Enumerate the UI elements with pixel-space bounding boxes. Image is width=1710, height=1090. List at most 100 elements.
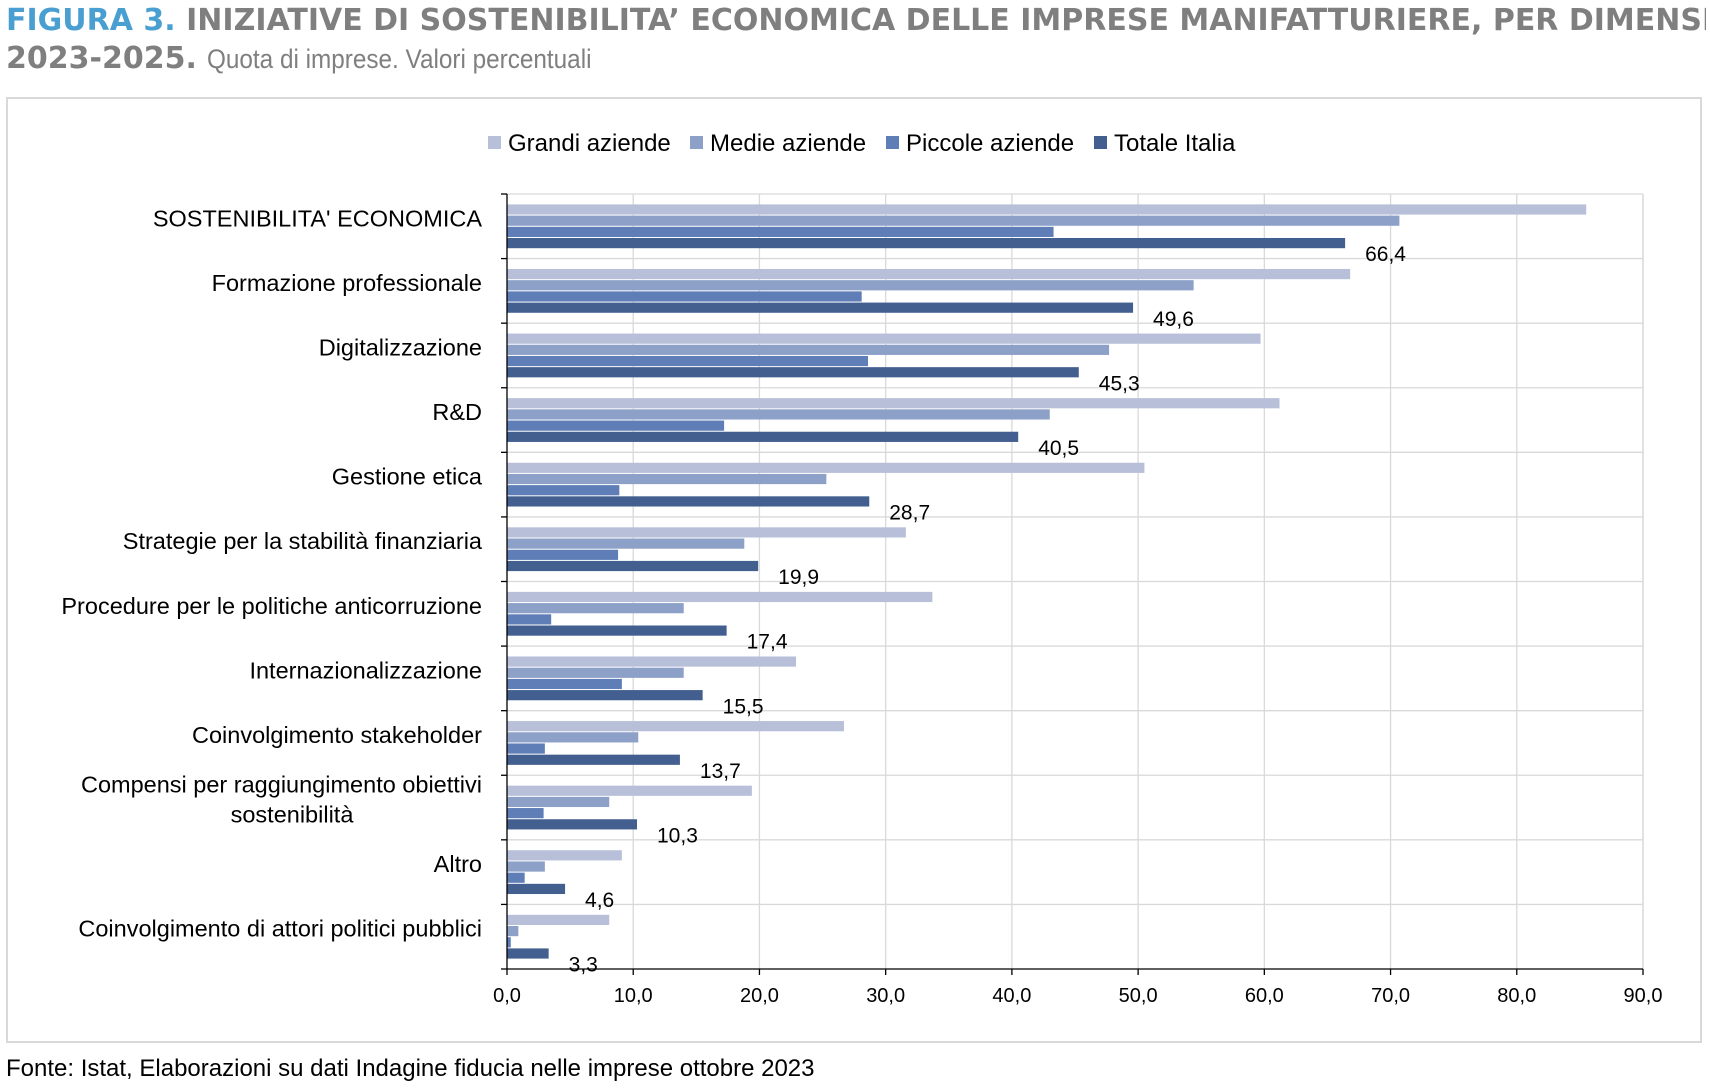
category-labels: SOSTENIBILITA' ECONOMICA Formazione profe… <box>61 205 483 941</box>
title-line-1: INIZIATIVE DI SOSTENIBILITA’ ECONOMICA D… <box>186 3 1706 38</box>
data-label: 40,5 <box>1038 437 1079 460</box>
bar-piccole-aziende <box>507 743 545 754</box>
bar-piccole-aziende <box>507 549 619 560</box>
data-label: 3,3 <box>569 954 598 977</box>
bar-grandi-aziende <box>507 785 752 796</box>
data-label: 49,6 <box>1153 308 1194 331</box>
category-label: Coinvolgimento stakeholder <box>192 722 482 748</box>
x-tick-label: 0,0 <box>493 985 521 1007</box>
data-label: 28,7 <box>889 502 930 525</box>
data-label: 45,3 <box>1099 372 1140 395</box>
legend: Grandi aziende Medie aziende Piccole azien… <box>488 130 1236 157</box>
legend-label: Grandi aziende <box>508 130 671 157</box>
bar-totale-italia <box>507 948 549 959</box>
source-note: Fonte: Istat, Elaborazioni su dati Indag… <box>6 1055 815 1082</box>
category-label: R&D <box>432 399 482 425</box>
bar-totale-italia <box>507 883 566 895</box>
figure-label: FIGURA 3. <box>6 3 176 38</box>
x-tick-label: 60,0 <box>1245 985 1284 1007</box>
legend-swatch <box>886 136 899 149</box>
bar-piccole-aziende <box>507 678 622 690</box>
category-label: Internazionalizzazione <box>249 657 482 683</box>
bar-piccole-aziende <box>507 614 552 625</box>
bar-medie-aziende <box>507 538 745 549</box>
data-label: 17,4 <box>747 631 788 654</box>
bar-grandi-aziende <box>507 721 845 732</box>
bar-piccole-aziende <box>507 808 544 819</box>
bar-medie-aziende <box>507 409 1050 420</box>
bar-piccole-aziende <box>507 420 725 431</box>
data-label: 19,9 <box>778 566 819 589</box>
x-tick-label: 20,0 <box>740 985 779 1007</box>
bar-totale-italia <box>507 496 870 507</box>
bar-grandi-aziende <box>507 591 933 603</box>
bar-grandi-aziende <box>507 333 1261 344</box>
bar-piccole-aziende <box>507 291 862 302</box>
bar-totale-italia <box>507 560 759 572</box>
chart-frame <box>6 97 1702 1043</box>
bar-piccole-aziende <box>507 872 525 883</box>
x-tick-label: 10,0 <box>614 985 653 1007</box>
bar-grandi-aziende <box>507 462 1145 473</box>
legend-swatch <box>488 136 501 149</box>
x-tick-label: 70,0 <box>1371 985 1410 1007</box>
figure-title-line-2: 2023-2025. Quota di imprese. Valori perc… <box>6 40 635 78</box>
bar-totale-italia <box>507 690 703 701</box>
data-label: 15,5 <box>723 695 764 718</box>
bar-piccole-aziende <box>507 485 620 496</box>
x-tick-label: 50,0 <box>1119 985 1158 1007</box>
data-label: 10,3 <box>657 824 698 847</box>
category-label: Gestione etica <box>332 464 483 490</box>
bar-medie-aziende <box>507 861 545 872</box>
bar-medie-aziende <box>507 344 1110 355</box>
category-label: Digitalizzazione <box>319 334 482 360</box>
figure-title: FIGURA 3. INIZIATIVE DI SOSTENIBILITA’ E… <box>6 2 1706 40</box>
category-label: Coinvolgimento di attori politici pubbli… <box>78 916 482 942</box>
bar-medie-aziende <box>507 732 639 743</box>
bar-medie-aziende <box>507 473 827 485</box>
bar-totale-italia <box>507 431 1019 442</box>
legend-swatch <box>690 136 703 149</box>
bar-totale-italia <box>507 754 680 765</box>
bars: 66,4 49,6 45,3 40,5 28,7 19,9 17,4 15,5 13,7 10,3… <box>507 204 1587 977</box>
category-label: Strategie per la stabilità finanziaria <box>123 528 483 554</box>
x-tick-label: 80,0 <box>1497 985 1536 1007</box>
legend-label: Totale Italia <box>1114 130 1236 157</box>
bar-piccole-aziende <box>507 226 1054 237</box>
data-label: 13,7 <box>700 760 741 783</box>
category-label: sostenibilità <box>231 802 355 828</box>
bar-piccole-aziende <box>507 355 868 367</box>
bar-totale-italia <box>507 819 638 830</box>
legend-label: Medie aziende <box>710 130 866 157</box>
bar-grandi-aziende <box>507 204 1587 215</box>
bar-medie-aziende <box>507 667 684 678</box>
bar-grandi-aziende <box>507 398 1280 409</box>
bar-medie-aziende <box>507 796 610 808</box>
bar-grandi-aziende <box>507 914 610 926</box>
x-tick-label: 40,0 <box>992 985 1031 1007</box>
bar-grandi-aziende <box>507 527 906 538</box>
bar-grandi-aziende <box>507 268 1351 280</box>
category-label: Procedure per le politiche anticorruzion… <box>61 593 482 619</box>
category-label: SOSTENIBILITA' ECONOMICA <box>153 205 483 231</box>
bar-grandi-aziende <box>507 850 622 861</box>
bar-totale-italia <box>507 625 727 636</box>
x-tick-label: 90,0 <box>1624 985 1663 1007</box>
x-axis-ticks: 0,0 10,0 20,0 30,0 40,0 50,0 60,0 70,0 80,0 90,0 <box>493 969 1662 1007</box>
bar-medie-aziende <box>507 926 519 937</box>
bar-totale-italia <box>507 302 1134 313</box>
legend-label: Piccole aziende <box>906 130 1074 157</box>
bar-totale-italia <box>507 367 1079 378</box>
legend-swatch <box>1094 136 1107 149</box>
bar-medie-aziende <box>507 215 1400 226</box>
bar-totale-italia <box>507 237 1346 249</box>
category-label: Altro <box>434 851 482 877</box>
bar-piccole-aziende <box>507 937 511 948</box>
category-label: Formazione professionale <box>212 270 482 296</box>
figure-subtitle: Quota di imprese. Valori percentuali <box>207 44 592 74</box>
bar-medie-aziende <box>507 603 684 614</box>
data-label: 4,6 <box>585 889 614 912</box>
bar-grandi-aziende <box>507 656 797 667</box>
x-tick-label: 30,0 <box>866 985 905 1007</box>
